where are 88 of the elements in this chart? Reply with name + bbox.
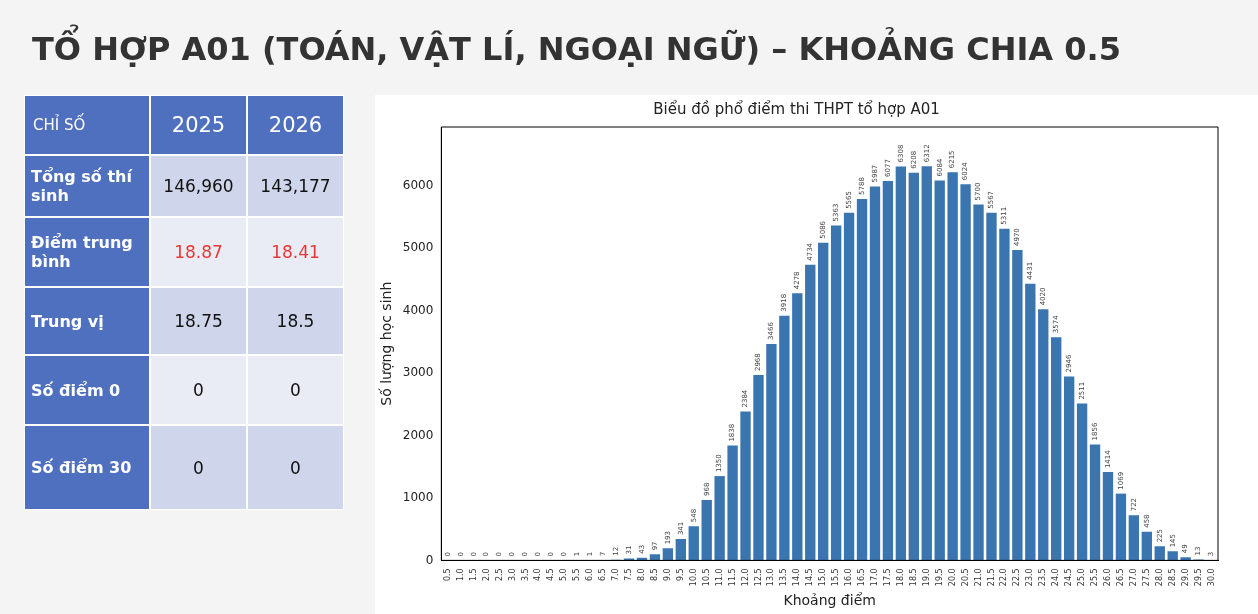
text: 0 — [290, 457, 301, 478]
x-tick-label: 4.0 — [533, 568, 543, 582]
x-tick-label: 21.5 — [986, 568, 996, 587]
category-label: Trung vị — [31, 311, 104, 331]
category-label: Số điểm 30 — [31, 458, 132, 477]
x-tick-label: 3.0 — [507, 568, 517, 582]
x-tick-label: 22.5 — [1012, 568, 1022, 587]
x-tick-label: 27.5 — [1141, 568, 1151, 587]
x-tick-label: 22.0 — [999, 568, 1009, 587]
category-label: Điểm trung bình — [31, 233, 133, 271]
y-tick-label: 0 — [425, 552, 434, 567]
x-tick-label: 6.5 — [598, 568, 608, 582]
y-tick-label: 2000 — [402, 427, 434, 442]
text: 0 — [193, 457, 204, 478]
category-label: Tổng số thí sinh — [31, 167, 132, 205]
x-tick-label: 15.5 — [831, 568, 841, 587]
x-tick-label: 26.0 — [1103, 568, 1113, 587]
x-tick-label: 8.5 — [650, 568, 659, 582]
text: 146,960 — [163, 176, 234, 196]
x-tick-label: 11.0 — [714, 568, 724, 587]
x-tick-label: 12.5 — [753, 568, 763, 587]
x-tick-label: 2.0 — [481, 568, 491, 582]
x-tick-label: 24.5 — [1064, 568, 1074, 587]
x-tick-label: 19.0 — [921, 568, 931, 587]
x-tick-label: 18.0 — [895, 568, 905, 587]
x-tick-label: 7.0 — [611, 568, 621, 582]
x-tick-label: 20.5 — [960, 568, 970, 587]
x-tick-label: 13.5 — [779, 568, 789, 587]
x-axis-title: Khoảng điểm — [783, 592, 876, 609]
x-tick-label: 4.5 — [546, 568, 556, 582]
x-tick-label: 30.0 — [1206, 568, 1216, 587]
x-tick-label: 8.0 — [637, 568, 647, 582]
x-tick-label: 21.0 — [973, 568, 983, 587]
x-tick-label: 10.0 — [688, 568, 698, 587]
x-tick-label: 9.0 — [662, 568, 672, 582]
x-tick-label: 15.0 — [818, 568, 828, 587]
x-tick-label: 0.5 — [442, 568, 452, 582]
x-tick-label: 1.5 — [468, 568, 478, 582]
text: 0 — [193, 380, 204, 400]
x-tick-label: 26.5 — [1116, 568, 1125, 587]
x-tick-label: 28.0 — [1154, 568, 1164, 587]
x-tick-label: 10.5 — [701, 568, 711, 587]
text: 18.87 — [174, 242, 223, 262]
x-tick-label: 23.5 — [1038, 568, 1048, 587]
x-tick-label: 23.0 — [1025, 568, 1035, 587]
x-tick-label: 25.5 — [1090, 568, 1100, 587]
chart-title: Biểu đồ phổ điểm thi THPT tổ hợp A01 — [653, 99, 940, 118]
x-tick-label: 3.5 — [520, 568, 530, 582]
x-tick-label: 11.5 — [727, 568, 737, 587]
x-tick-label: 1.0 — [455, 568, 465, 582]
x-tick-label: 17.0 — [870, 568, 880, 587]
x-tick-label: 20.0 — [947, 568, 957, 587]
x-tick-label: 9.5 — [675, 568, 685, 582]
text: CHỈ SỐ — [24, 95, 150, 155]
x-tick-label: 7.5 — [624, 568, 634, 582]
text: 18.75 — [174, 311, 223, 331]
x-tick-label: 28.5 — [1167, 568, 1177, 587]
x-tick-label: 18.5 — [908, 568, 918, 587]
x-tick-label: 5.5 — [572, 568, 582, 582]
x-tick-label: 14.0 — [792, 568, 802, 587]
x-tick-label: 25.0 — [1077, 568, 1087, 587]
category-label: 2025 — [150, 95, 247, 155]
x-tick-label: 2.5 — [494, 568, 504, 582]
y-tick-label: 6000 — [402, 177, 434, 192]
x-tick-label: 6.0 — [585, 568, 595, 582]
text: 143,177 — [260, 176, 331, 196]
text: 18.41 — [271, 242, 320, 262]
x-tick-label: 24.0 — [1051, 568, 1061, 587]
x-tick-label: 16.0 — [844, 568, 854, 587]
category-label: Số điểm 0 — [31, 380, 121, 400]
y-tick-label: 4000 — [402, 302, 434, 317]
x-tick-label: 17.5 — [883, 568, 892, 587]
x-tick-label: 27.0 — [1128, 568, 1138, 587]
category-label: 2026 — [247, 95, 344, 155]
x-tick-label: 19.5 — [934, 568, 944, 587]
x-tick-label: 29.5 — [1193, 568, 1203, 587]
y-tick-label: 1000 — [402, 490, 434, 505]
y-axis-title: Số lượng học sinh — [378, 281, 395, 406]
text: 18.5 — [276, 311, 315, 331]
text: 0 — [290, 380, 301, 400]
y-tick-label: 3000 — [402, 365, 434, 380]
x-tick-label: 13.0 — [766, 568, 776, 587]
x-tick-label: 5.0 — [559, 568, 569, 582]
x-tick-label: 12.0 — [740, 568, 750, 587]
x-tick-label: 16.5 — [857, 568, 867, 587]
y-tick-label: 5000 — [402, 240, 434, 255]
x-tick-label: 14.5 — [805, 568, 815, 587]
x-tick-label: 29.0 — [1180, 568, 1190, 587]
